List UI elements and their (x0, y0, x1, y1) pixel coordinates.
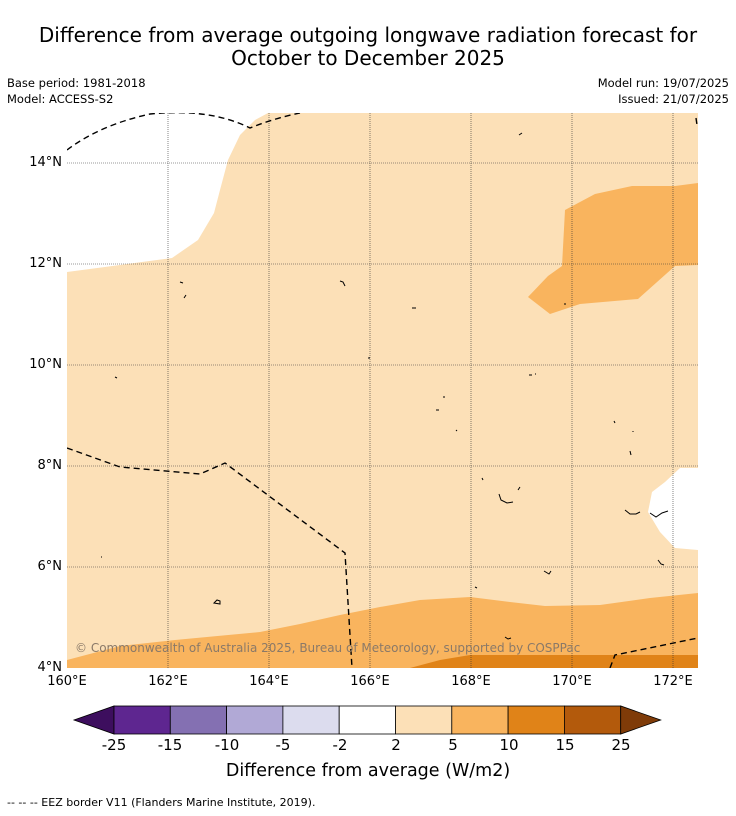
colorbar-segment (113, 705, 171, 735)
colorbar-segment (226, 705, 284, 735)
y-tick-label: 4°N (37, 660, 63, 675)
colorbar-segment (169, 705, 228, 735)
map-title-line2: October to December 2025 (231, 46, 505, 70)
y-tick-label: 12°N (29, 256, 62, 271)
anomaly-5-10-region-south (67, 593, 698, 668)
copyright-credit: © Commonwealth of Australia 2025, Bureau… (75, 641, 581, 655)
colorbar-segment (282, 705, 340, 735)
eez-legend-note: -- -- -- EEZ border V11 (Flanders Marine… (7, 796, 316, 809)
colorbar-label: 15 (555, 736, 575, 754)
colorbar-label: -2 (332, 736, 348, 754)
colorbar-segment (338, 705, 396, 735)
colorbar-label: 2 (391, 736, 401, 754)
x-tick-label: 166°E (350, 674, 390, 689)
colorbar-label: -10 (214, 736, 240, 754)
colorbar-label: -25 (101, 736, 127, 754)
model-run: Model run: 19/07/2025 (597, 76, 729, 90)
x-tick-label: 164°E (249, 674, 289, 689)
y-tick-label: 14°N (29, 155, 62, 170)
y-tick-label: 10°N (29, 357, 62, 372)
issued-date: Issued: 21/07/2025 (618, 92, 729, 106)
anomaly-10-15-region (410, 655, 698, 668)
colorbar-segment (451, 705, 509, 735)
colorbar-label: 5 (448, 736, 458, 754)
colorbar-segment (395, 705, 453, 735)
x-tick-label: 170°E (552, 674, 592, 689)
base-period: Base period: 1981-2018 (7, 76, 146, 90)
graticule (67, 113, 698, 668)
anomaly-neutral-region-north (67, 113, 268, 272)
colorbar-segment (564, 705, 622, 735)
colorbar-extend-high (620, 705, 662, 735)
colorbar-label: 25 (611, 736, 631, 754)
x-tick-label: 172°E (653, 674, 693, 689)
islands (101, 132, 669, 640)
x-tick-label: 160°E (47, 674, 87, 689)
y-tick-label: 6°N (37, 559, 63, 574)
colorbar-title: Difference from average (W/m2) (225, 761, 511, 781)
colorbar-segment (507, 705, 565, 735)
colorbar-label: 10 (499, 736, 519, 754)
model-name: Model: ACCESS-S2 (7, 92, 114, 106)
eez-border (67, 113, 698, 668)
colorbar-label: -15 (157, 736, 183, 754)
colorbar (72, 705, 662, 735)
map-title-line1: Difference from average outgoing longwav… (38, 23, 698, 47)
colorbar-label: -5 (275, 736, 291, 754)
colorbar-extend-low (72, 705, 115, 735)
x-tick-label: 162°E (148, 674, 188, 689)
y-tick-label: 8°N (37, 458, 63, 473)
anomaly-5-10-region-northeast (528, 183, 698, 314)
x-tick-label: 168°E (451, 674, 491, 689)
